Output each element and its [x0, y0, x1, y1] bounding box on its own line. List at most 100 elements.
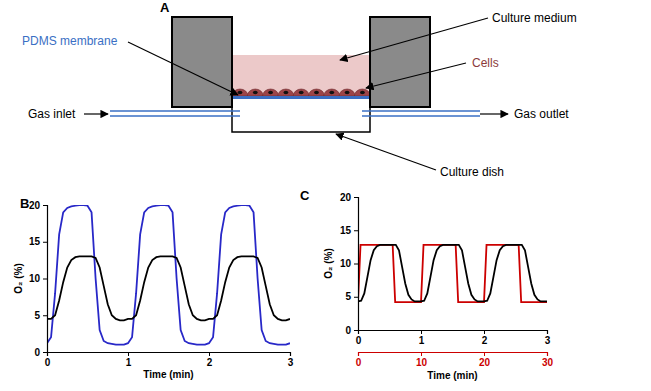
tick-label: 0: [356, 335, 362, 346]
data-line: [358, 245, 547, 302]
tick-mark: [421, 352, 422, 356]
plot-area: [358, 245, 547, 302]
data-line: [47, 205, 290, 345]
cell: [278, 89, 294, 96]
gas-tube: [362, 110, 480, 112]
tick-label: 1: [126, 357, 132, 368]
yticks-axis-line: [354, 198, 359, 331]
tick: 15: [340, 225, 358, 236]
tick-label: 20: [340, 192, 352, 203]
tick: 2: [207, 352, 213, 368]
xticks-axis-line: [359, 331, 548, 335]
tick-label: 0: [45, 357, 51, 368]
tick: 10: [29, 273, 47, 284]
tick-mark: [43, 279, 47, 280]
tick: 30: [542, 352, 554, 368]
cells: [232, 89, 370, 96]
diagram-label: Cells: [472, 56, 499, 70]
nucleus: [253, 91, 258, 95]
tick: 0: [345, 325, 358, 336]
x-axis-title: Time (min): [427, 370, 477, 381]
pdms-membrane: [232, 96, 370, 99]
panel-label: C: [300, 188, 310, 203]
tick: 0: [34, 347, 47, 358]
tick: 20: [479, 352, 491, 368]
cell: [354, 89, 370, 96]
chamber-wall: [172, 17, 232, 107]
arrow: [128, 42, 238, 95]
arrow: [84, 113, 108, 114]
tick-mark: [354, 197, 358, 198]
tick-mark: [484, 330, 485, 334]
tick-label: 5: [34, 310, 40, 321]
tick: 5: [345, 291, 358, 302]
arrow: [366, 63, 466, 88]
arrow: [340, 18, 488, 60]
tick-label: 0: [34, 347, 40, 358]
tick-mark: [354, 330, 358, 331]
arrow: [480, 113, 508, 114]
tick-label: 1: [419, 335, 425, 346]
tick: 1: [419, 330, 425, 346]
tick-mark: [421, 330, 422, 334]
tick-mark: [43, 352, 47, 353]
cell: [232, 89, 248, 96]
x2ticks-axis-line: [359, 353, 548, 357]
tick-label: 20: [479, 357, 491, 368]
tick-mark: [43, 205, 47, 206]
tick-mark: [128, 352, 129, 356]
tick-label: 30: [542, 357, 554, 368]
diagram-label: Culture medium: [492, 11, 577, 25]
tick: 3: [545, 330, 551, 346]
nucleus: [314, 91, 319, 95]
tick-label: 15: [29, 236, 41, 247]
culture-medium: [232, 55, 370, 97]
tick: 15: [29, 236, 47, 247]
gas-tube: [362, 115, 480, 117]
tick-label: 10: [340, 258, 352, 269]
cell: [293, 89, 309, 96]
tick-label: 3: [545, 335, 551, 346]
y-axis-title: O₂ (%): [13, 263, 24, 294]
tick-label: 0: [345, 325, 351, 336]
tick: 0: [45, 352, 51, 368]
tick: 5: [34, 310, 47, 321]
tick-label: 20: [29, 200, 41, 211]
diagram: APDMS membraneCulture mediumCellsGas inl…: [22, 0, 577, 179]
tick-label: 0: [356, 357, 362, 368]
tick: 2: [482, 330, 488, 346]
chart: 0123051015200102030Time (min)O₂ (%)C: [300, 188, 553, 381]
tick-mark: [43, 242, 47, 243]
plot-area: [47, 205, 290, 345]
diagram-label: Gas outlet: [514, 107, 569, 121]
diagram-label: Culture dish: [440, 165, 504, 179]
yticks-axis: 0 5 10 15 20: [29, 200, 48, 358]
data-line: [358, 245, 547, 302]
tick: 10: [340, 258, 358, 269]
tick-label: 10: [416, 357, 428, 368]
nucleus: [345, 91, 350, 95]
x2ticks-axis: 0 10 20 30: [356, 352, 554, 368]
nucleus: [238, 91, 243, 95]
diagram-label: Gas inlet: [28, 107, 76, 121]
x-axis-title: Time (min): [143, 369, 193, 380]
yticks-axis: 0 5 10 15 20: [340, 192, 359, 336]
panel-label: A: [160, 0, 170, 15]
nucleus: [329, 91, 334, 95]
tick: 0: [356, 330, 362, 346]
tick-mark: [547, 352, 548, 356]
tick-mark: [209, 352, 210, 356]
nucleus: [299, 91, 304, 95]
tick: 20: [29, 200, 47, 211]
tick-mark: [358, 352, 359, 356]
yticks-axis-line: [43, 206, 48, 353]
cell: [309, 89, 325, 96]
tick-label: 15: [340, 225, 352, 236]
chamber-wall: [370, 17, 430, 107]
tick-label: 2: [207, 357, 213, 368]
tick-mark: [354, 264, 358, 265]
xticks-axis-line: [48, 353, 291, 357]
tick: 10: [416, 352, 428, 368]
xticks-axis: 0 1 2 3: [356, 330, 551, 346]
tick-mark: [354, 297, 358, 298]
